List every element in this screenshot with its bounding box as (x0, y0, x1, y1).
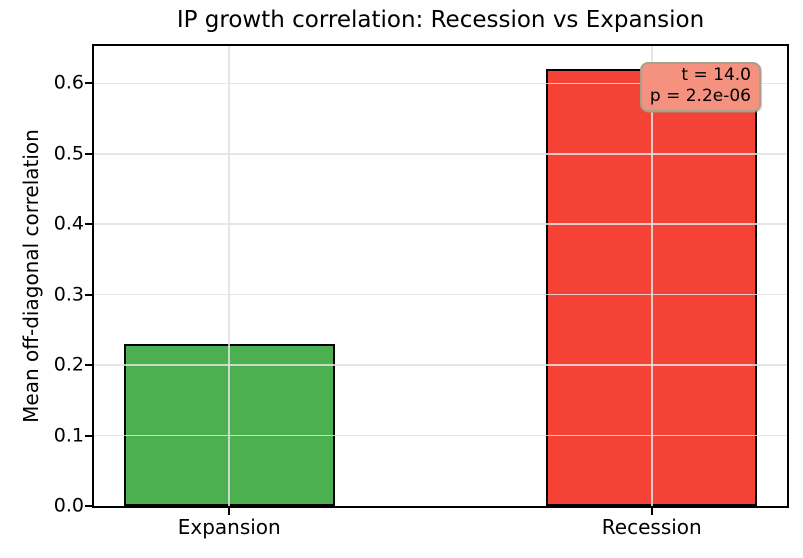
y-tick-label: 0.5 (53, 142, 84, 165)
bar-expansion (123, 343, 335, 506)
annotation-line-p: p = 2.2e-06 (649, 86, 751, 106)
y-tick-mark (85, 152, 92, 155)
x-tick-label-expansion: Expansion (177, 515, 281, 539)
y-tick-mark (85, 364, 92, 367)
annotation-box: t = 14.0 p = 2.2e-06 (639, 62, 761, 112)
y-tick-label: 0.4 (53, 212, 84, 235)
chart-title: IP growth correlation: Recession vs Expa… (176, 7, 705, 33)
y-tick-mark (85, 82, 92, 85)
x-tick-label-recession: Recession (601, 515, 702, 539)
y-tick-mark (85, 223, 92, 226)
plot-area: t = 14.0 p = 2.2e-06 (92, 44, 789, 508)
y-tick-label: 0.6 (53, 71, 84, 94)
y-axis-label: Mean off-diagonal correlation (19, 129, 43, 423)
bar-recession (546, 69, 758, 506)
y-tick-mark (85, 434, 92, 437)
bars-layer (94, 46, 787, 506)
y-tick-mark (85, 505, 92, 507)
annotation-line-t: t = 14.0 (681, 65, 751, 85)
x-tick-mark (228, 508, 231, 515)
y-tick-mark (85, 293, 92, 296)
y-tick-label: 0.3 (53, 283, 84, 306)
y-tick-label: 0.0 (53, 494, 84, 517)
y-tick-label: 0.2 (53, 353, 84, 376)
x-tick-mark (650, 508, 653, 515)
y-tick-label: 0.1 (53, 424, 84, 447)
